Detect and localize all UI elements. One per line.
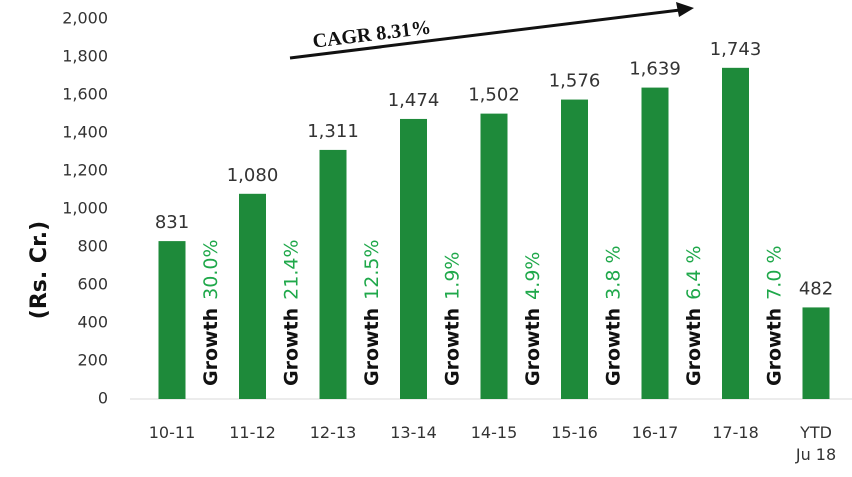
y-tick-label: 1,000 <box>62 199 108 218</box>
growth-label: Growth 3.8 % <box>602 246 624 387</box>
bar <box>158 241 186 399</box>
bar <box>319 149 347 399</box>
bar <box>480 113 508 400</box>
x-tick-label: 16-17 <box>631 423 679 442</box>
y-axis-label: (Rs. Cr.) <box>27 221 52 319</box>
y-tick-label: 1,200 <box>62 161 108 180</box>
value-label: 1,576 <box>549 71 601 92</box>
x-tick-label: 10-11 <box>148 423 196 442</box>
cagr-arrow <box>289 8 681 60</box>
y-tick-label: 800 <box>77 237 108 256</box>
growth-word: Growth <box>200 308 222 386</box>
y-tick-label: 400 <box>77 313 108 332</box>
x-tick-label: 17-18 <box>712 423 759 442</box>
growth-label: Growth 21.4% <box>280 239 302 386</box>
growth-value: 7.0 % <box>763 246 785 300</box>
bar <box>239 193 266 399</box>
growth-word: Growth <box>763 308 785 386</box>
x-tick-label: 13-14 <box>390 423 437 442</box>
bar <box>400 118 427 399</box>
growth-word: Growth <box>441 308 463 386</box>
bar <box>641 87 669 399</box>
growth-value: 30.0% <box>200 239 222 299</box>
growth-label: Growth 6.4 % <box>683 246 705 387</box>
growth-word: Growth <box>683 308 705 386</box>
y-tick-label: 1,800 <box>62 47 108 66</box>
growth-value: 12.5% <box>361 239 383 299</box>
x-tick-label: 14-15 <box>470 423 518 442</box>
value-label: 831 <box>155 212 189 233</box>
growth-word: Growth <box>280 308 302 386</box>
value-label: 482 <box>799 278 833 299</box>
y-tick-label: 200 <box>77 351 108 370</box>
growth-value: 21.4% <box>280 239 302 299</box>
value-label: 1,474 <box>388 90 440 111</box>
y-tick-label: 0 <box>98 389 108 408</box>
y-tick-label: 600 <box>77 275 108 294</box>
growth-label: Growth 1.9% <box>441 252 463 386</box>
growth-label: Growth 12.5% <box>361 239 383 386</box>
growth-label: Growth 7.0 % <box>763 246 785 387</box>
growth-word: Growth <box>602 308 624 386</box>
y-tick-label: 1,400 <box>62 123 108 142</box>
bar <box>722 67 749 399</box>
growth-value: 1.9% <box>441 252 463 300</box>
growth-word: Growth <box>522 308 544 386</box>
growth-value: 4.9% <box>522 252 544 300</box>
bar <box>561 99 588 399</box>
cagr-arrowhead <box>676 2 694 17</box>
growth-label: Growth 4.9% <box>522 252 544 386</box>
value-label: 1,743 <box>710 39 762 60</box>
value-label: 1,080 <box>227 165 279 186</box>
growth-value: 6.4 % <box>683 246 705 300</box>
growth-word: Growth <box>361 308 383 386</box>
y-tick-label: 1,600 <box>62 85 108 104</box>
value-label: 1,639 <box>629 59 681 80</box>
bar <box>802 307 830 399</box>
x-tick-label: 15-16 <box>551 423 598 442</box>
value-label: 1,502 <box>468 85 520 106</box>
y-tick-label: 2,000 <box>62 9 108 28</box>
growth-value: 3.8 % <box>602 246 624 300</box>
x-tick-label: YTD Ju 18 <box>795 423 837 464</box>
growth-label: Growth 30.0% <box>200 239 222 386</box>
x-tick-label: 11-12 <box>229 423 276 442</box>
value-label: 1,311 <box>307 121 359 142</box>
x-tick-label: 12-13 <box>309 423 357 442</box>
